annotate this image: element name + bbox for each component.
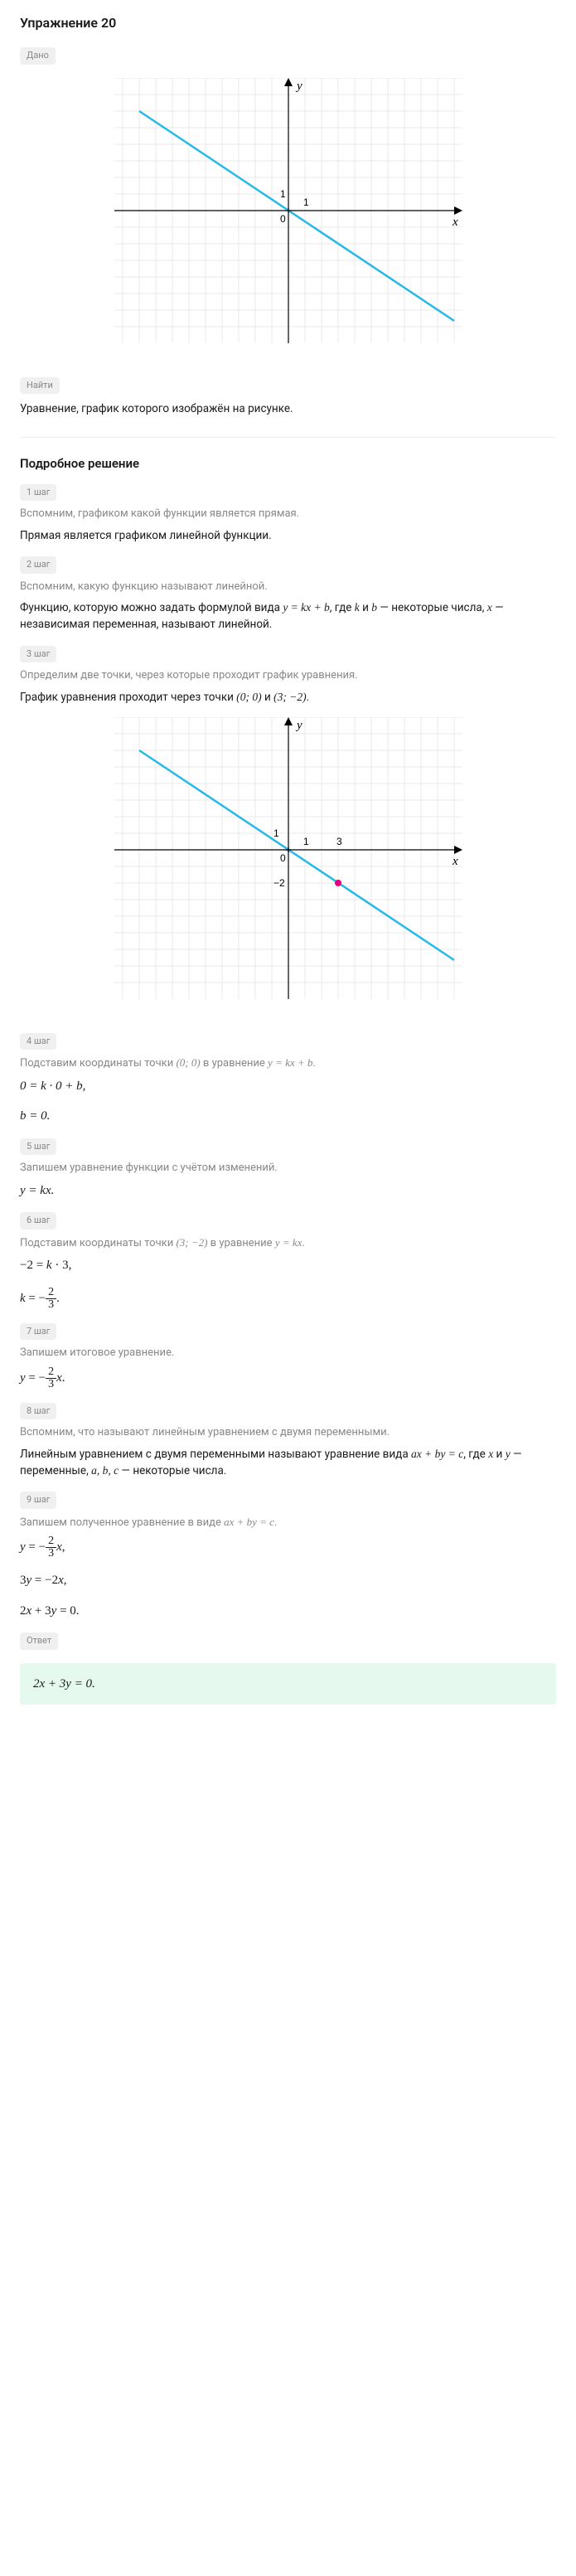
formula: k = −23.	[20, 1287, 556, 1311]
step-block: 1 шаг Вспомним, графиком какой функции яв…	[20, 483, 556, 544]
svg-text:1: 1	[280, 188, 286, 200]
answer-box: 2x + 3y = 0.	[20, 1663, 556, 1705]
step-description: Вспомним, что называют линейным уравнени…	[20, 1424, 556, 1441]
find-text: Уравнение, график которого изображён на …	[20, 400, 556, 417]
step-block: 3 шаг Определим две точки, через которые …	[20, 645, 556, 706]
formula: 0 = k · 0 + b,	[20, 1077, 556, 1096]
graph-svg-2: x y 0 1 3 1 −2	[114, 717, 462, 999]
step-block: 2 шаг Вспомним, какую функцию называют ли…	[20, 555, 556, 633]
step-tag: 4 шаг	[20, 1033, 56, 1050]
steps-group-2: 4 шаг Подставим координаты точки (0; 0) в…	[20, 1032, 556, 1621]
given-section: Дано x y 0 1 1	[20, 46, 556, 343]
step-tag: 2 шаг	[20, 556, 56, 574]
step-statement: Прямая является графиком линейной функци…	[20, 527, 556, 544]
given-tag: Дано	[20, 47, 56, 65]
svg-text:1: 1	[303, 836, 309, 847]
step-block: 4 шаг Подставим координаты точки (0; 0) в…	[20, 1032, 556, 1126]
formula: 2x + 3y = 0.	[20, 1602, 556, 1621]
svg-text:x: x	[452, 216, 458, 229]
find-section: Найти Уравнение, график которого изображ…	[20, 376, 556, 418]
answer-text: 2x + 3y = 0.	[33, 1677, 95, 1691]
divider	[20, 437, 556, 438]
formula: y = kx.	[20, 1181, 556, 1201]
step-tag: 5 шаг	[20, 1138, 56, 1156]
svg-text:0: 0	[280, 213, 286, 225]
formula: −2 = k · 3,	[20, 1256, 556, 1275]
graph-svg-1: x y 0 1 1	[114, 78, 462, 343]
step-tag: 1 шаг	[20, 484, 56, 502]
step-description: Запишем полученное уравнение в виде ax +…	[20, 1514, 556, 1531]
svg-text:0: 0	[280, 852, 286, 864]
solution-heading: Подробное решение	[20, 454, 556, 473]
step-tag: 8 шаг	[20, 1403, 56, 1420]
step-tag: 7 шаг	[20, 1323, 56, 1341]
step-block: 9 шаг Запишем полученное уравнение в виде…	[20, 1491, 556, 1620]
svg-text:y: y	[295, 719, 303, 732]
svg-text:−2: −2	[273, 877, 285, 889]
svg-text:1: 1	[303, 196, 309, 208]
step-block: 8 шаг Вспомним, что называют линейным ура…	[20, 1402, 556, 1480]
step-description: Запишем уравнение функции с учётом измен…	[20, 1160, 556, 1176]
formula: y = −23x,	[20, 1535, 556, 1560]
step-description: Подставим координаты точки (0; 0) в урав…	[20, 1055, 556, 1072]
step-description: Запишем итоговое уравнение.	[20, 1345, 556, 1361]
svg-text:3: 3	[336, 836, 342, 847]
chart-2: x y 0 1 3 1 −2	[20, 717, 556, 999]
step-statement: Линейным уравнением с двумя переменными …	[20, 1446, 556, 1480]
step-description: Вспомним, какую функцию называют линейно…	[20, 579, 556, 595]
step-description: Определим две точки, через которые прохо…	[20, 667, 556, 684]
find-tag: Найти	[20, 377, 60, 395]
step-description: Вспомним, графиком какой функции являетс…	[20, 506, 556, 522]
formula: 3y = −2x,	[20, 1571, 556, 1590]
step-tag: 3 шаг	[20, 646, 56, 663]
step-block: 5 шаг Запишем уравнение функции с учётом …	[20, 1138, 556, 1201]
svg-text:y: y	[295, 80, 303, 93]
answer-section: Ответ 2x + 3y = 0.	[20, 1632, 556, 1705]
step-block: 6 шаг Подставим координаты точки (3; −2) …	[20, 1211, 556, 1311]
svg-text:1: 1	[273, 827, 279, 839]
exercise-title: Упражнение 20	[20, 13, 556, 33]
step-description: Подставим координаты точки (3; −2) в ура…	[20, 1235, 556, 1252]
answer-tag: Ответ	[20, 1632, 58, 1650]
chart-1: x y 0 1 1	[20, 78, 556, 343]
formula: b = 0.	[20, 1107, 556, 1126]
step-tag: 9 шаг	[20, 1492, 56, 1509]
svg-text:x: x	[452, 855, 458, 868]
step-tag: 6 шаг	[20, 1212, 56, 1230]
step-statement: График уравнения проходит через точки (0…	[20, 689, 556, 706]
step-block: 7 шаг Запишем итоговое уравнение. y = −23x…	[20, 1322, 556, 1390]
step-statement: Функцию, которую можно задать формулой в…	[20, 599, 556, 633]
steps-group-1: 1 шаг Вспомним, графиком какой функции яв…	[20, 483, 556, 706]
formula: y = −23x.	[20, 1366, 556, 1390]
